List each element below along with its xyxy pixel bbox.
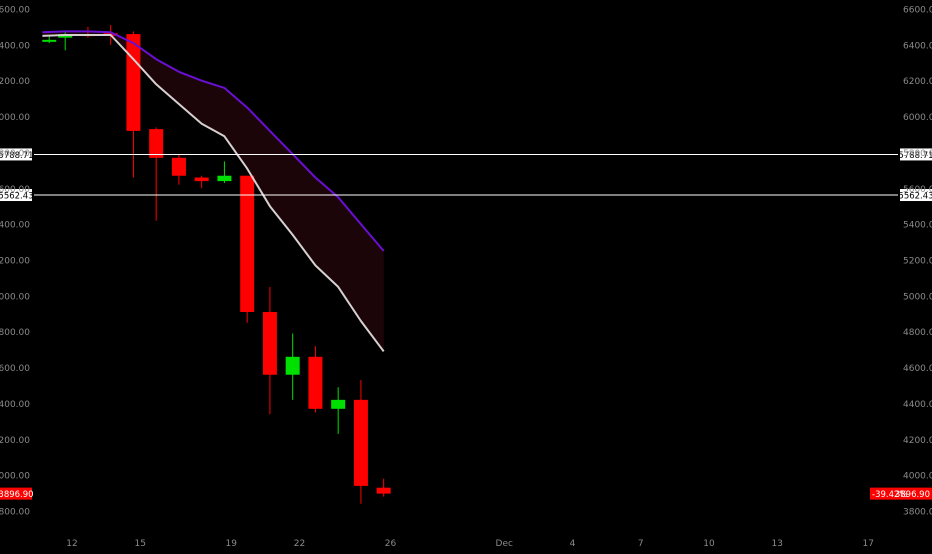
level-tag-left: 5562.43: [0, 192, 34, 202]
x-tick-label: 22: [294, 539, 305, 549]
x-tick-label: 19: [226, 539, 238, 549]
x-tick-label: Dec: [496, 539, 513, 549]
x-tick-label: 12: [66, 539, 77, 549]
y-tick-label-right: 5000.00: [903, 292, 932, 302]
candle[interactable]: [308, 346, 323, 413]
last-price-tag-right: 3896.90: [895, 490, 930, 500]
candle[interactable]: [240, 175, 255, 323]
candle[interactable]: [217, 161, 232, 183]
candle-body: [376, 487, 391, 494]
y-tick-label-right: 6600.00: [903, 6, 932, 16]
candle-body: [331, 399, 346, 409]
x-tick-label: 4: [570, 539, 576, 549]
price-labels-layer: 3896.90 -39.42%3896.90: [0, 487, 932, 500]
last-price-change: -39.42%: [872, 490, 907, 500]
last-price-tag-right-bg: [870, 487, 932, 500]
candle-body: [126, 34, 141, 131]
y-tick-label-left: 5800.00: [0, 149, 30, 159]
candle[interactable]: [353, 380, 368, 504]
y-tick-label-right: 5400.00: [903, 221, 932, 231]
y-tick-label-right: 4000.00: [903, 472, 932, 482]
y-tick-label-left: 4000.00: [0, 472, 30, 482]
candle[interactable]: [149, 127, 164, 221]
level-tag-right: 5562.43: [898, 192, 932, 202]
x-tick-label: 26: [385, 539, 397, 549]
y-tick-label-right: 4600.00: [903, 364, 932, 374]
y-tick-label-left: 5200.00: [0, 257, 30, 267]
y-tick-label-right: 5600.00: [903, 185, 932, 195]
y-tick-label-right: 5800.00: [903, 149, 932, 159]
y-tick-label-left: 6200.00: [0, 77, 30, 87]
x-tick-label: 10: [703, 539, 715, 549]
candle-body: [149, 129, 164, 158]
moving-average-line[interactable]: [42, 34, 385, 352]
last-price-tag-left-bg: [0, 487, 32, 500]
y-tick-label-left: 5600.00: [0, 185, 30, 195]
axes-layer: 3800.00 3800.00 4000.00 4000.00 4200.00 4200.…: [0, 6, 932, 550]
level-tag-left-bg: [0, 148, 32, 161]
y-tick-label-right: 4400.00: [903, 400, 932, 410]
candles-layer: [42, 25, 391, 504]
x-tick-label: 7: [638, 539, 644, 549]
ma-band-fill: [42, 31, 384, 352]
x-tick-label: 13: [772, 539, 783, 549]
level-tag-left-bg: [0, 189, 32, 202]
candle-body: [262, 311, 277, 375]
y-tick-label-left: 3800.00: [0, 508, 30, 518]
y-tick-label-left: 6400.00: [0, 41, 30, 51]
ma-band-layer: [42, 31, 384, 352]
candle-body: [171, 157, 186, 176]
y-tick-label-left: 6600.00: [0, 6, 30, 16]
candle[interactable]: [42, 35, 57, 44]
level-tag-right-bg: [900, 148, 932, 161]
y-tick-label-right: 6200.00: [903, 77, 932, 87]
horizontal-levels-layer[interactable]: 5788.71 5788.71 5562.43 5562.43: [0, 148, 932, 202]
candle-body: [42, 39, 57, 42]
y-tick-label-left: 6000.00: [0, 113, 30, 123]
last-price-tag-left: 3896.90: [0, 490, 34, 500]
y-tick-label-right: 6400.00: [903, 41, 932, 51]
y-tick-label-right: 6000.00: [903, 113, 932, 123]
candle-body: [217, 175, 232, 182]
y-tick-label-right: 5200.00: [903, 257, 932, 267]
candle-body: [194, 177, 209, 182]
y-tick-label-left: 4400.00: [0, 400, 30, 410]
candle-body: [308, 356, 323, 409]
level-tag-left: 5788.71: [0, 151, 34, 161]
level-tag-right: 5788.71: [898, 151, 932, 161]
candle[interactable]: [376, 478, 391, 497]
y-tick-label-left: 4200.00: [0, 436, 30, 446]
moving-average-line[interactable]: [42, 30, 385, 252]
y-tick-label-left: 4800.00: [0, 328, 30, 338]
y-tick-label-right: 4800.00: [903, 328, 932, 338]
y-tick-label-left: 5000.00: [0, 292, 30, 302]
candle-body: [353, 399, 368, 486]
candle[interactable]: [262, 286, 277, 415]
candle[interactable]: [194, 175, 209, 189]
x-tick-label: 17: [863, 539, 874, 549]
level-tag-right-bg: [900, 189, 932, 202]
y-tick-label-right: 3800.00: [903, 508, 932, 518]
candle[interactable]: [285, 333, 300, 400]
candle[interactable]: [331, 387, 346, 434]
x-tick-label: 15: [135, 539, 146, 549]
candle[interactable]: [126, 31, 141, 178]
candle[interactable]: [171, 154, 186, 185]
candle-body: [240, 175, 255, 312]
candle-body: [285, 356, 300, 375]
y-tick-label-right: 4200.00: [903, 436, 932, 446]
y-tick-label-left: 5400.00: [0, 221, 30, 231]
y-tick-label-left: 4600.00: [0, 364, 30, 374]
moving-averages-layer: [42, 30, 385, 352]
